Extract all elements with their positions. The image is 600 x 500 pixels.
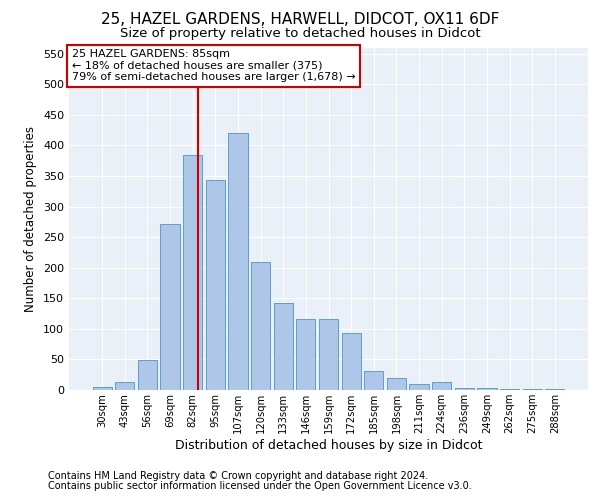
Bar <box>160 224 180 390</box>
Text: 25, HAZEL GARDENS, HARWELL, DIDCOT, OX11 6DF: 25, HAZEL GARDENS, HARWELL, DIDCOT, OX11… <box>101 12 499 28</box>
Bar <box>229 133 248 390</box>
Text: Contains HM Land Registry data © Crown copyright and database right 2024.: Contains HM Land Registry data © Crown c… <box>48 471 428 481</box>
Bar <box>183 154 202 390</box>
Bar <box>477 388 497 390</box>
Text: 25 HAZEL GARDENS: 85sqm
← 18% of detached houses are smaller (375)
79% of semi-d: 25 HAZEL GARDENS: 85sqm ← 18% of detache… <box>71 49 355 82</box>
Text: Contains public sector information licensed under the Open Government Licence v3: Contains public sector information licen… <box>48 481 472 491</box>
Bar <box>206 180 225 390</box>
Bar <box>92 387 112 390</box>
Bar <box>432 382 451 390</box>
Bar <box>387 378 406 390</box>
Bar <box>341 333 361 390</box>
Bar <box>364 371 383 390</box>
Bar <box>115 382 134 390</box>
Bar <box>319 319 338 390</box>
Bar <box>251 262 270 390</box>
Bar <box>409 384 428 390</box>
X-axis label: Distribution of detached houses by size in Didcot: Distribution of detached houses by size … <box>175 438 482 452</box>
Text: Size of property relative to detached houses in Didcot: Size of property relative to detached ho… <box>119 28 481 40</box>
Bar <box>455 388 474 390</box>
Bar <box>500 389 519 390</box>
Bar <box>274 302 293 390</box>
Bar <box>545 389 565 390</box>
Y-axis label: Number of detached properties: Number of detached properties <box>25 126 37 312</box>
Bar <box>296 319 316 390</box>
Bar <box>138 360 157 390</box>
